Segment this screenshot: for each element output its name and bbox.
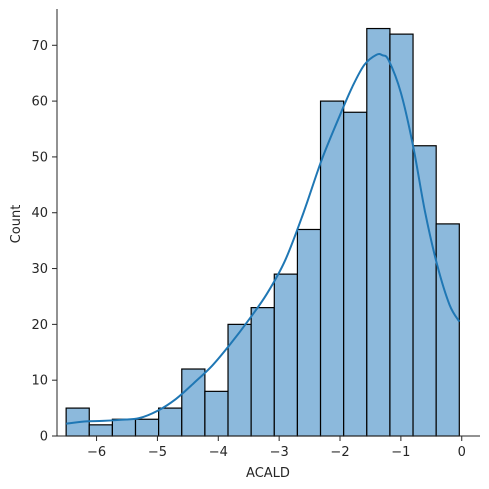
histogram-bar <box>88 424 113 437</box>
histogram-bar <box>134 418 160 437</box>
x-tick-label: −3 <box>270 445 289 460</box>
histogram-bar <box>250 307 275 437</box>
y-tick-label: 60 <box>31 95 48 110</box>
y-tick-label: 30 <box>31 262 48 277</box>
y-tick-label: 20 <box>31 318 48 333</box>
y-tick-label: 40 <box>31 206 48 221</box>
y-tick-label: 70 <box>31 39 48 54</box>
histogram-bar <box>435 223 460 437</box>
x-axis-label: ACALD <box>246 466 290 481</box>
y-tick-label: 50 <box>31 150 48 165</box>
kde-curve <box>66 53 461 425</box>
x-tick-label: 0 <box>458 445 466 460</box>
histogram-bar <box>181 368 206 437</box>
histogram-bar <box>158 407 183 437</box>
y-tick-label: 0 <box>40 430 48 445</box>
histogram-bar <box>296 228 322 437</box>
y-axis-label: Count <box>9 205 24 244</box>
histogram-bar <box>111 418 137 437</box>
histogram-bar <box>343 111 368 437</box>
y-tick-label: 10 <box>31 374 48 389</box>
histogram-bar <box>273 273 299 437</box>
histogram-bar <box>204 390 229 437</box>
axes-layer: −6 −5 −4 −3 −2 −1 0 0 10 20 30 40 50 60 70 <box>31 9 480 460</box>
x-tick-label: −4 <box>209 445 228 460</box>
x-tick-label: −2 <box>330 445 349 460</box>
x-tick-label: −5 <box>148 445 167 460</box>
histogram-bar <box>366 27 391 437</box>
x-tick-label: −1 <box>391 445 410 460</box>
x-tick-label: −6 <box>87 445 106 460</box>
bars-layer <box>65 27 460 437</box>
histogram-bar <box>412 145 437 437</box>
